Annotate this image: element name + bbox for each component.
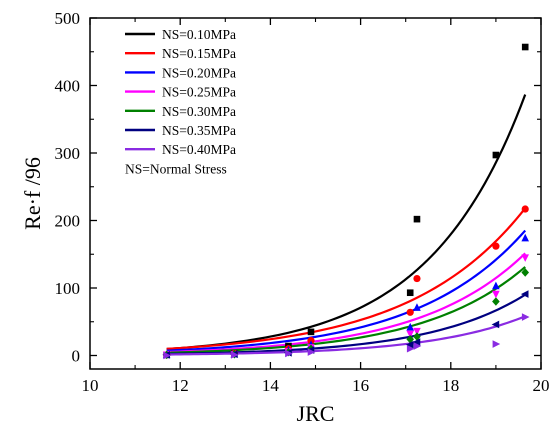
data-point-s5-5 xyxy=(406,335,415,344)
legend-label-6: NS=0.35MPa xyxy=(162,123,236,138)
legend-note: NS=Normal Stress xyxy=(125,161,227,176)
y-tick-label: 200 xyxy=(55,212,81,231)
data-point-s7-8 xyxy=(521,313,530,321)
y-tick-label: 500 xyxy=(55,9,81,28)
data-point-s6-7 xyxy=(491,320,500,329)
data-point-s4-6 xyxy=(413,327,421,336)
data-point-s3-8 xyxy=(521,233,530,242)
fit-curve-5 xyxy=(166,266,526,354)
legend-label-7: NS=0.40MPa xyxy=(162,142,236,157)
data-point-s7-7 xyxy=(492,340,501,348)
legend-label-4: NS=0.25MPa xyxy=(162,85,236,100)
legend-label-1: NS=0.10MPa xyxy=(162,27,236,42)
data-point-s1-5 xyxy=(406,289,414,297)
data-point-s2-6 xyxy=(413,274,421,283)
fit-curve-7 xyxy=(166,315,526,356)
data-point-s6-8 xyxy=(520,290,529,298)
y-axis-title: Re·f /96 xyxy=(20,157,45,230)
data-point-s7-5 xyxy=(406,344,415,353)
x-tick-label: 14 xyxy=(262,376,280,395)
data-point-s7-6 xyxy=(413,342,422,350)
data-point-s2-8 xyxy=(521,205,529,213)
data-point-s4-7 xyxy=(492,290,500,299)
data-point-s2-5 xyxy=(406,308,414,316)
legend-label-5: NS=0.30MPa xyxy=(162,104,236,119)
data-point-s7-2 xyxy=(231,351,239,359)
data-point-s7-3 xyxy=(285,349,293,358)
fit-curve-2 xyxy=(166,207,527,350)
y-tick-label: 100 xyxy=(55,279,81,298)
data-point-s1-8 xyxy=(521,43,529,51)
data-point-s6-6 xyxy=(412,338,421,346)
data-point-s5-6 xyxy=(413,332,421,341)
data-point-s1-7 xyxy=(492,151,500,159)
x-axis-title: JRC xyxy=(297,401,335,426)
data-point-s5-7 xyxy=(492,297,500,306)
x-tick-label: 16 xyxy=(352,376,369,395)
data-point-s7-1 xyxy=(163,351,171,360)
data-point-s4-5 xyxy=(406,330,415,339)
data-point-s3-7 xyxy=(492,281,500,290)
data-point-s6-5 xyxy=(405,340,414,349)
y-tick-label: 300 xyxy=(55,144,81,163)
x-tick-label: 20 xyxy=(533,376,550,395)
x-tick-label: 12 xyxy=(172,376,189,395)
legend-label-2: NS=0.15MPa xyxy=(162,46,236,61)
data-point-s1-6 xyxy=(413,215,421,223)
data-point-s3-5 xyxy=(406,322,415,331)
legend-label-3: NS=0.20MPa xyxy=(162,65,236,80)
y-tick-label: 0 xyxy=(72,347,81,366)
plot-frame xyxy=(89,17,542,370)
data-point-s3-6 xyxy=(413,303,421,311)
data-point-s1-4 xyxy=(307,328,315,336)
data-point-s5-8 xyxy=(521,268,530,277)
data-point-s4-8 xyxy=(521,254,530,262)
data-point-s2-7 xyxy=(492,242,500,250)
fit-curve-3 xyxy=(166,229,527,352)
x-tick-label: 10 xyxy=(82,376,99,395)
x-tick-label: 18 xyxy=(442,376,459,395)
y-tick-label: 400 xyxy=(55,77,81,96)
fit-curve-4 xyxy=(166,252,526,354)
data-point-s7-4 xyxy=(307,348,316,356)
